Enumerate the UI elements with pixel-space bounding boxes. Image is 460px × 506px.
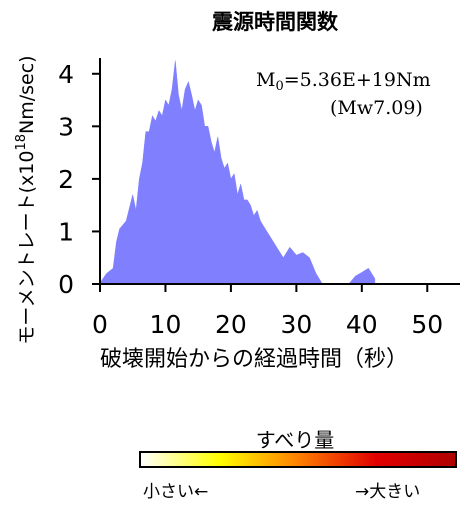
x-tick-label: 50 (411, 310, 443, 339)
y-axis-label: モーメントレート(x1018Nm/sec) (14, 55, 38, 344)
y-axis-label-main: モーメントレート(x10 (16, 151, 38, 345)
moment-rate-series (99, 60, 376, 285)
y-axis-label-sup: 18 (14, 134, 29, 151)
y-tick-label: 2 (58, 165, 74, 194)
x-tick-label: 20 (215, 310, 247, 339)
m0-subscript: 0 (275, 79, 283, 94)
chart-title: 震源時間関数 (212, 10, 339, 34)
m0-symbol: M (256, 69, 275, 91)
colorbar-label-small: 小さい← (143, 482, 209, 502)
x-tick-label: 30 (280, 310, 312, 339)
y-tick-label: 3 (58, 112, 74, 141)
y-tick-label: 0 (58, 270, 74, 299)
y-tick-label: 1 (58, 217, 74, 246)
m0-annotation: M0=5.36E+19Nm (256, 69, 431, 94)
colorbar-title: すべり量 (255, 428, 335, 452)
slip-colorbar (139, 451, 457, 468)
m0-value: =5.36E+19Nm (284, 69, 431, 91)
x-axis-label: 破壊開始からの経過時間（秒） (100, 347, 408, 372)
y-axis-label-tail: Nm/sec) (16, 55, 38, 134)
mw-annotation: (Mw7.09) (330, 97, 423, 119)
x-tick-label: 0 (92, 310, 108, 339)
x-tick-label: 40 (346, 310, 378, 339)
y-tick-label: 4 (58, 60, 74, 89)
moment-rate-area (99, 60, 376, 285)
colorbar-label-large: →大きい (355, 482, 421, 502)
x-tick-label: 10 (150, 310, 182, 339)
